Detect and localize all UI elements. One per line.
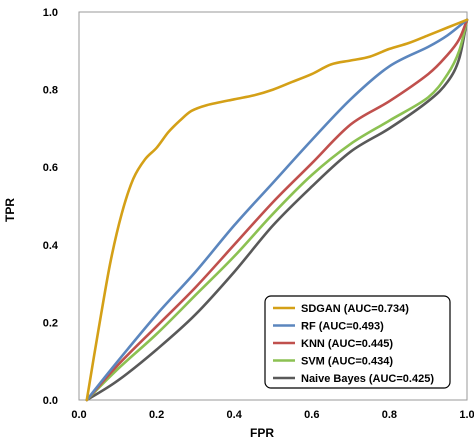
y-axis-title: TPR bbox=[3, 198, 17, 222]
series-line-3 bbox=[85, 18, 469, 402]
plot-frame bbox=[78, 11, 468, 401]
legend-label: KNN (AUC=0.445) bbox=[301, 338, 393, 350]
axis-ticks: 0.0 0.2 0.4 0.6 0.8 1.0 0.0 0.2 0.4 0.6 0.8 1.0 bbox=[43, 7, 474, 421]
x-tick-label: 0.6 bbox=[304, 409, 319, 421]
legend: SDGAN (AUC=0.734) RF (AUC=0.493) KNN (AUC=… bbox=[264, 295, 451, 389]
legend-label: SVM (AUC=0.434) bbox=[301, 356, 393, 368]
y-tick-label: 0.6 bbox=[43, 162, 58, 174]
x-tick-label: 0.8 bbox=[382, 409, 397, 421]
series-line-2 bbox=[85, 18, 469, 402]
x-tick-label: 0.4 bbox=[227, 409, 243, 421]
legend-label: Naive Bayes (AUC=0.425) bbox=[301, 373, 434, 385]
x-tick-label: 0.2 bbox=[149, 409, 164, 421]
legend-label: RF (AUC=0.493) bbox=[301, 321, 384, 333]
x-tick-label: 0.0 bbox=[71, 409, 86, 421]
series-layer bbox=[85, 18, 469, 402]
y-tick-label: 0.4 bbox=[43, 240, 59, 252]
series-line-0 bbox=[85, 18, 469, 402]
y-tick-label: 0.8 bbox=[43, 85, 58, 97]
legend-box bbox=[264, 295, 451, 389]
y-tick-label: 0.2 bbox=[43, 317, 58, 329]
y-tick-label: 1.0 bbox=[43, 7, 58, 19]
x-tick-label: 1.0 bbox=[459, 409, 474, 421]
series-line-4 bbox=[85, 18, 469, 402]
plot-area-border bbox=[78, 11, 468, 401]
legend-label: SDGAN (AUC=0.734) bbox=[301, 303, 409, 315]
y-tick-label: 0.0 bbox=[43, 395, 58, 407]
x-axis-title: FPR bbox=[250, 426, 274, 440]
series-line-1 bbox=[85, 18, 469, 402]
